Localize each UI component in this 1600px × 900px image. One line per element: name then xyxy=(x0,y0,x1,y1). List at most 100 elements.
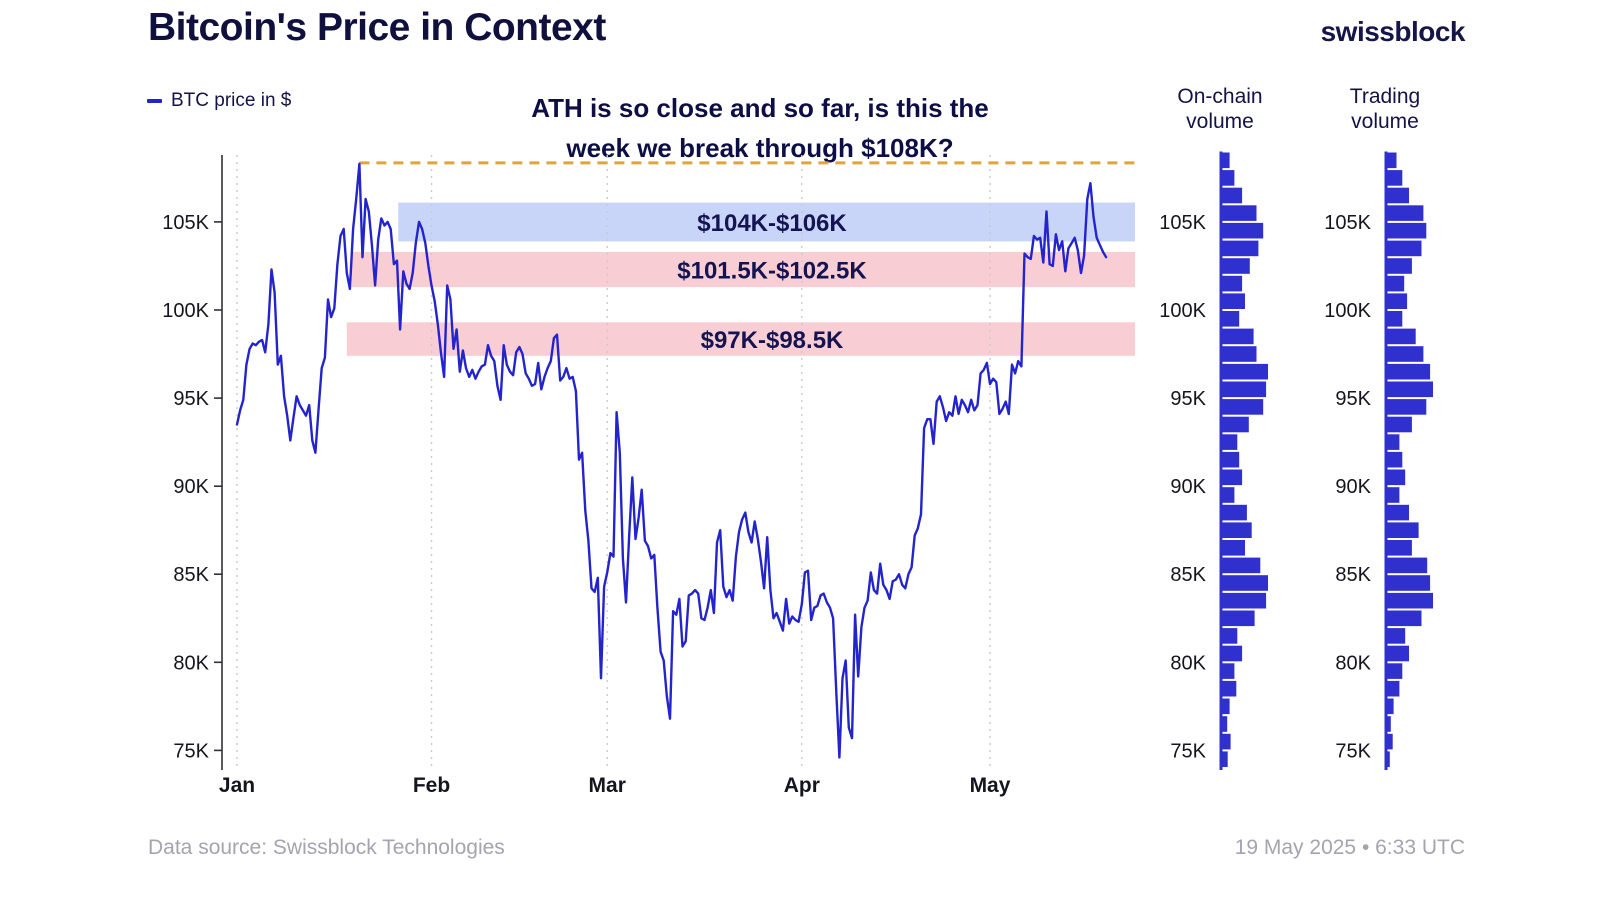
volume-bar xyxy=(1220,469,1243,486)
volume-bar xyxy=(1385,680,1400,697)
volume-bar xyxy=(1220,451,1240,468)
volume-bar xyxy=(1220,363,1268,380)
volume-bar xyxy=(1385,540,1412,556)
volume-y-axis-label: 85K xyxy=(1335,564,1371,586)
volume-bar xyxy=(1220,610,1255,627)
data-source-text: Data source: Swissblock Technologies xyxy=(148,836,505,859)
volume-y-axis-label: 100K xyxy=(1324,300,1371,322)
volume-y-axis-label: 105K xyxy=(1324,212,1371,234)
volume-bar xyxy=(1220,575,1268,591)
volume-bar xyxy=(1385,663,1403,679)
ath-annotation: ATH is so close and so far, is this the … xyxy=(420,88,1100,168)
volume-bar xyxy=(1220,504,1247,521)
volume-bar xyxy=(1220,592,1267,609)
volume-bar xyxy=(1385,504,1409,521)
volume-bar xyxy=(1220,751,1228,767)
btc-price-line xyxy=(235,162,1108,759)
volume-bar xyxy=(1385,311,1403,327)
onchain-volume-title: On-chain volume xyxy=(1177,85,1263,133)
volume-bar xyxy=(1220,416,1249,433)
volume-bar xyxy=(1385,522,1419,538)
volume-bar xyxy=(1385,487,1400,503)
volume-bar xyxy=(1220,258,1250,274)
volume-y-axis-label: 80K xyxy=(1335,652,1371,674)
volume-bar xyxy=(1385,328,1416,345)
volume-bar xyxy=(1385,363,1431,380)
volume-bar xyxy=(1385,645,1409,662)
volume-bar xyxy=(1220,205,1257,221)
volume-bar xyxy=(1385,205,1424,221)
volume-y-axis-label: 75K xyxy=(1170,740,1206,762)
price-band xyxy=(398,202,1135,242)
volume-bar xyxy=(1220,222,1264,239)
band-label: $104K-$106K xyxy=(697,210,847,237)
volume-bar xyxy=(1220,733,1231,750)
volume-bar xyxy=(1385,434,1400,450)
volume-y-axis-label: 90K xyxy=(1335,476,1371,498)
volume-bar xyxy=(1385,469,1406,486)
volume-bar xyxy=(1220,698,1230,715)
volume-y-axis-label: 75K xyxy=(1335,740,1371,762)
volume-y-axis-label: 80K xyxy=(1170,652,1206,674)
x-axis-label: Mar xyxy=(589,774,626,797)
volume-bar xyxy=(1220,522,1252,538)
volume-bar xyxy=(1385,381,1433,398)
volume-bar xyxy=(1385,716,1391,732)
volume-bar xyxy=(1385,698,1394,715)
volume-bar xyxy=(1220,293,1245,309)
volume-bar xyxy=(1385,346,1424,362)
volume-bar xyxy=(1385,170,1403,186)
y-axis-label: 75K xyxy=(173,740,209,762)
legend: BTC price in $ xyxy=(147,90,291,112)
volume-y-axis-label: 90K xyxy=(1170,476,1206,498)
volume-bar xyxy=(1385,610,1422,627)
y-axis-label: 105K xyxy=(162,212,209,234)
timestamp-text: 19 May 2025 • 6:33 UTC xyxy=(1234,836,1465,859)
volume-bar xyxy=(1220,663,1235,679)
volume-bar xyxy=(1220,346,1257,362)
x-axis-label: Feb xyxy=(413,774,450,797)
y-axis-label: 85K xyxy=(173,564,209,586)
volume-bar xyxy=(1220,240,1259,257)
annotation-line-2: week we break through $108K? xyxy=(566,133,954,163)
y-axis-label: 90K xyxy=(173,476,209,498)
volume-bar xyxy=(1385,592,1433,609)
volume-y-axis-label: 85K xyxy=(1170,564,1206,586)
volume-bar xyxy=(1220,399,1264,415)
volume-bar xyxy=(1220,645,1243,662)
volume-bar xyxy=(1220,628,1238,644)
volume-bar xyxy=(1220,328,1254,345)
y-axis-label: 95K xyxy=(173,388,209,410)
volume-bar xyxy=(1220,540,1245,556)
annotation-line-1: ATH is so close and so far, is this the xyxy=(531,93,989,123)
volume-bar xyxy=(1220,152,1230,169)
y-axis-label: 80K xyxy=(173,652,209,674)
volume-bar xyxy=(1385,575,1431,591)
x-axis-label: Apr xyxy=(784,774,820,797)
legend-line-marker xyxy=(147,99,162,103)
volume-bar xyxy=(1220,275,1243,292)
y-axis-label: 100K xyxy=(162,300,209,322)
volume-bar xyxy=(1220,716,1228,732)
volume-y-axis-label: 95K xyxy=(1170,388,1206,410)
volume-bar xyxy=(1385,399,1427,415)
volume-bar xyxy=(1385,187,1409,204)
volume-bar xyxy=(1220,434,1238,450)
volume-bar xyxy=(1385,416,1412,433)
page-title: Bitcoin's Price in Context xyxy=(148,6,606,49)
price-band xyxy=(346,322,1135,356)
volume-bar xyxy=(1220,680,1237,697)
volume-y-axis-label: 100K xyxy=(1159,300,1206,322)
volume-bar xyxy=(1385,222,1427,239)
volume-bar xyxy=(1220,170,1235,186)
volume-y-axis-label: 95K xyxy=(1335,388,1371,410)
band-label: $97K-$98.5K xyxy=(701,327,844,354)
volume-bar xyxy=(1385,240,1422,257)
volume-bar xyxy=(1385,275,1405,292)
band-label: $101.5K-$102.5K xyxy=(677,258,867,285)
price-band xyxy=(351,251,1135,288)
volume-bar xyxy=(1385,152,1397,169)
swissblock-logo: swissblock xyxy=(1320,16,1466,47)
